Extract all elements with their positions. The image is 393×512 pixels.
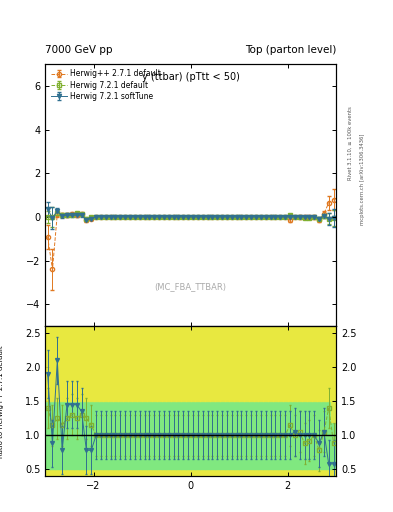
Text: Top (parton level): Top (parton level)	[244, 45, 336, 55]
Y-axis label: Ratio to Herwig++ 2.7.1 default: Ratio to Herwig++ 2.7.1 default	[0, 345, 4, 458]
Text: mcplots.cern.ch [arXiv:1306.3436]: mcplots.cern.ch [arXiv:1306.3436]	[360, 134, 365, 225]
Text: Rivet 3.1.10, ≥ 100k events: Rivet 3.1.10, ≥ 100k events	[348, 106, 353, 180]
Bar	[45, 326, 336, 401]
Text: y (ttbar) (pTtt < 50): y (ttbar) (pTtt < 50)	[141, 72, 240, 82]
Text: 7000 GeV pp: 7000 GeV pp	[45, 45, 113, 55]
Bar	[45, 470, 336, 476]
Legend: Herwig++ 2.7.1 default, Herwig 7.2.1 default, Herwig 7.2.1 softTune: Herwig++ 2.7.1 default, Herwig 7.2.1 def…	[49, 68, 163, 102]
Text: (MC_FBA_TTBAR): (MC_FBA_TTBAR)	[154, 283, 227, 291]
